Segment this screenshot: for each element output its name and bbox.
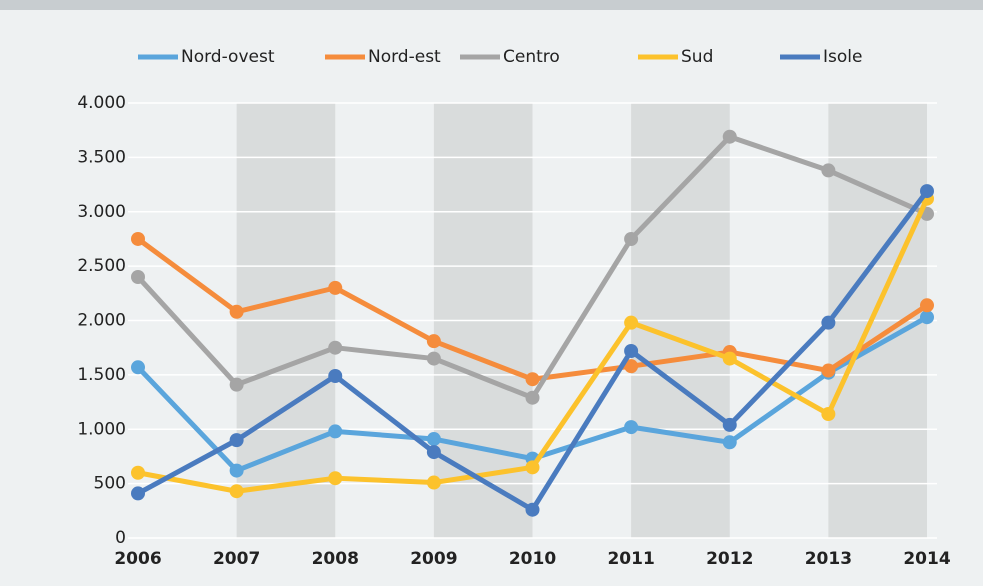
legend-label: Nord-ovest [181,47,275,67]
data-point [229,463,244,478]
data-point [624,420,639,435]
data-point [131,360,145,375]
y-tick-label: 3.000 [77,202,126,222]
data-point [525,372,540,387]
data-point [525,502,540,517]
data-point [328,280,343,295]
y-tick-label: 500 [94,474,126,494]
data-point [426,334,441,349]
x-tick-label: 2010 [509,549,556,569]
data-point [624,359,639,374]
y-tick-label: 1.000 [77,419,126,439]
data-point [821,407,836,422]
x-tick-label: 2006 [114,549,161,569]
data-point [131,270,145,284]
x-tick-label: 2008 [312,549,359,569]
data-point [920,310,934,325]
data-point [525,460,540,475]
data-point [229,433,244,448]
data-point [131,465,145,480]
data-point [821,363,836,378]
legend-label: Centro [503,47,560,67]
data-point [229,484,244,499]
x-tick-label: 2007 [213,549,260,569]
y-tick-label: 0 [115,528,126,548]
data-point [229,377,244,392]
data-point [624,315,639,330]
data-point [328,340,343,355]
data-point [229,304,244,319]
data-point [920,184,934,199]
data-point [722,129,737,144]
top-band [0,0,983,10]
y-tick-label: 2.500 [77,256,126,276]
data-point [821,163,836,178]
y-tick-label: 4.000 [77,93,126,113]
x-tick-label: 2013 [805,549,852,569]
legend-label: Sud [681,47,713,67]
data-point [624,343,639,358]
legend-label: Nord-est [368,47,441,67]
data-point [328,471,343,486]
data-point [426,351,441,366]
legend-label: Isole [823,47,862,67]
data-point [821,315,836,330]
x-tick-label: 2014 [903,549,950,569]
data-point [328,368,343,383]
data-point [328,424,343,439]
data-point [722,435,737,450]
data-point [722,351,737,366]
data-point [426,432,441,447]
data-point [624,231,639,246]
data-point [426,445,441,460]
x-tick-label: 2009 [410,549,457,569]
data-point [722,417,737,432]
x-tick-label: 2012 [706,549,753,569]
data-point [131,231,145,246]
y-tick-label: 1.500 [77,365,126,385]
x-tick-label: 2011 [607,549,654,569]
data-point [525,390,540,405]
data-point [920,298,934,313]
y-tick-label: 3.500 [77,147,126,167]
data-point [131,486,145,501]
data-point [426,475,441,490]
y-tick-label: 2.000 [77,311,126,331]
